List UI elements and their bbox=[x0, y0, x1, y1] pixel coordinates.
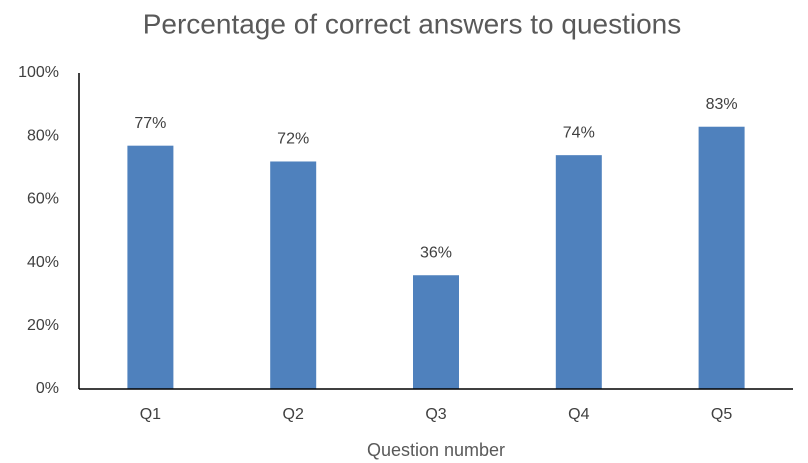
y-tick-label: 20% bbox=[27, 317, 59, 334]
data-label: 77% bbox=[134, 115, 166, 132]
y-tick-label: 60% bbox=[27, 191, 59, 208]
data-label: 83% bbox=[706, 96, 738, 113]
data-label: 72% bbox=[277, 131, 309, 148]
x-tick-label: Q2 bbox=[283, 406, 304, 423]
x-tick-label: Q5 bbox=[711, 406, 732, 423]
data-label: 36% bbox=[420, 244, 452, 261]
y-tick-label: 40% bbox=[27, 254, 59, 271]
y-tick-label: 80% bbox=[27, 127, 59, 144]
bar bbox=[127, 145, 174, 389]
chart-title: Percentage of correct answers to questio… bbox=[143, 8, 682, 39]
x-tick-label: Q1 bbox=[140, 406, 161, 423]
bar bbox=[555, 155, 602, 389]
x-tick-label: Q3 bbox=[425, 406, 446, 423]
bar bbox=[413, 275, 459, 389]
x-axis-title: Question number bbox=[367, 440, 505, 460]
bar bbox=[698, 126, 745, 389]
y-tick-label: 100% bbox=[18, 64, 59, 81]
x-tick-label: Q4 bbox=[568, 406, 589, 423]
bar bbox=[270, 161, 317, 389]
data-label: 74% bbox=[563, 124, 595, 141]
y-tick-label: 0% bbox=[36, 380, 59, 397]
